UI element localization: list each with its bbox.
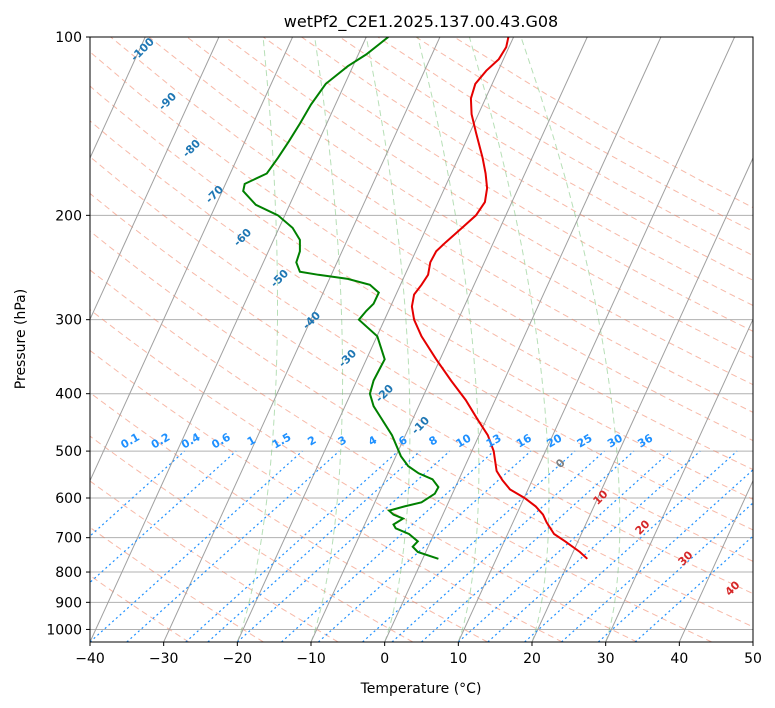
- plot-area: -100-90-80-70-60-50-40-30-20-100.1 0.2 0.4…: [90, 37, 753, 642]
- x-tick-label: −30: [149, 651, 179, 667]
- dry-adiabat-line: [110, 37, 753, 442]
- dry-adiabat-line: [148, 37, 753, 413]
- moist-adiabat-line: [310, 37, 344, 642]
- y-tick-label: 200: [55, 208, 82, 224]
- isotherm-line: [605, 318, 753, 642]
- x-axis-ticks: −40 −30 −20 −10 0 10 20 30 40 50: [75, 642, 762, 667]
- isotherm-line: [90, 37, 294, 482]
- isotherm-line: [310, 37, 588, 642]
- x-tick-label: 30: [597, 651, 615, 667]
- y-axis-title: Pressure (hPa): [13, 289, 29, 389]
- dry-adiabat-line: [90, 392, 488, 642]
- dry-adiabat-line: [90, 120, 753, 531]
- x-tick-label: −20: [223, 651, 253, 667]
- pressure-grid: [90, 37, 753, 630]
- y-tick-label: 900: [55, 595, 82, 611]
- isotherm-line: [531, 156, 753, 642]
- isotherm-line: [90, 37, 146, 160]
- dry-adiabat-line: [90, 308, 638, 642]
- x-tick-label: 0: [380, 651, 389, 667]
- plot-frame: [89, 36, 754, 643]
- profile-series: [242, 37, 588, 560]
- x-tick-label: 20: [523, 651, 541, 667]
- chart-title: wetPf2_C2E1.2025.137.00.43.G08: [284, 12, 558, 32]
- x-tick-label: 50: [744, 651, 762, 667]
- isotherm-line: [90, 37, 220, 321]
- y-tick-label: 400: [55, 387, 82, 403]
- dry-adiabat-line: [90, 156, 753, 562]
- x-tick-label: 40: [670, 651, 688, 667]
- dry-adiabat-line: [90, 480, 339, 642]
- isotherm-line: [236, 37, 515, 642]
- moist-adiabat-line: [520, 37, 621, 642]
- dry-adiabat-line: [301, 37, 753, 307]
- temperature-line: [410, 37, 588, 560]
- dry-adiabat-line: [186, 37, 753, 386]
- dry-adiabat-line: [90, 192, 753, 595]
- y-axis-ticks: 100 200 300 400 500 600 700 800 900 1000: [46, 30, 90, 638]
- moist-adiabat-line: [468, 37, 550, 642]
- x-axis-title: Temperature (°C): [360, 681, 482, 697]
- y-tick-label: 100: [55, 30, 82, 46]
- dry-adiabat-line: [90, 349, 563, 642]
- isotherm-line: [163, 37, 441, 642]
- x-tick-label: −40: [75, 651, 105, 667]
- dry-adiabat-line: [90, 85, 753, 500]
- y-tick-label: 300: [55, 313, 82, 329]
- dry-adiabat-line: [90, 230, 753, 628]
- isotherm-line: [678, 479, 753, 642]
- moist-adiabat-line: [417, 37, 480, 642]
- y-tick-label: 500: [55, 444, 82, 460]
- y-tick-label: 1000: [46, 622, 82, 638]
- dewpoint-line: [242, 37, 440, 560]
- y-tick-label: 600: [55, 491, 82, 507]
- moist-adiabat-line: [236, 37, 278, 642]
- dry-adiabat-line: [263, 37, 753, 332]
- y-tick-label: 800: [55, 565, 82, 581]
- y-tick-label: 700: [55, 531, 82, 547]
- x-tick-label: −10: [296, 651, 326, 667]
- x-tick-label: 10: [449, 651, 467, 667]
